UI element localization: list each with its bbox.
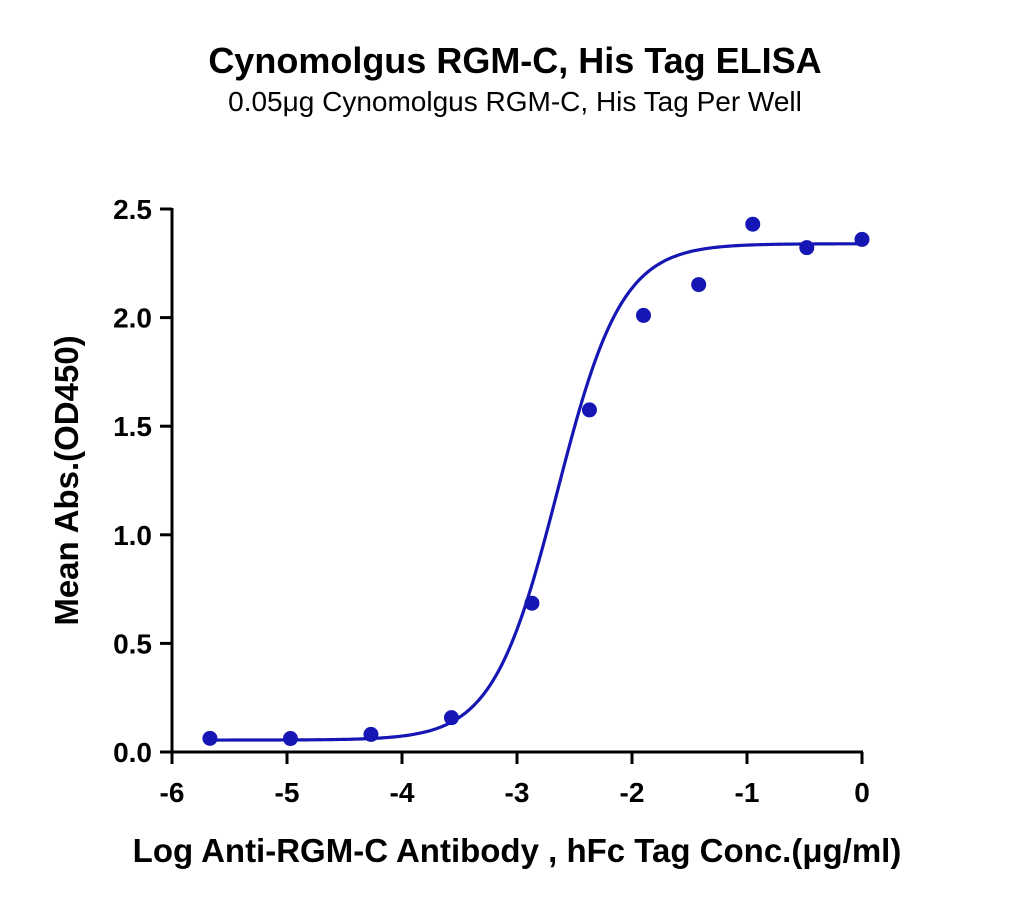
y-axis-label: Mean Abs.(OD450): [48, 335, 85, 625]
x-tick-label: -1: [735, 777, 760, 808]
data-point: [524, 595, 540, 611]
data-point: [636, 307, 651, 323]
data-point: [745, 216, 761, 232]
y-tick-label: 0.0: [113, 737, 152, 768]
y-tick-label: 0.5: [113, 628, 152, 659]
y-tick-label: 1.0: [113, 520, 152, 551]
chart-title: Cynomolgus RGM-C, His Tag ELISA: [208, 40, 822, 81]
data-point: [282, 731, 298, 747]
y-tick-label: 1.5: [113, 411, 152, 442]
x-tick-label: -6: [160, 777, 185, 808]
x-tick-label: 0: [854, 777, 870, 808]
x-tick-label: -2: [620, 777, 645, 808]
data-point: [691, 277, 707, 293]
x-tick-label: -4: [390, 777, 415, 808]
x-axis-label: Log Anti-RGM-C Antibody , hFc Tag Conc.(…: [133, 832, 902, 869]
x-tick-label: -3: [505, 777, 530, 808]
data-point: [854, 231, 870, 247]
y-tick-label: 2.0: [113, 303, 152, 334]
data-point: [799, 240, 815, 256]
fit-curve: [209, 242, 862, 742]
y-tick-label: 2.5: [113, 194, 152, 225]
data-point: [443, 710, 459, 726]
data-point: [581, 402, 597, 418]
x-tick-label: -5: [275, 777, 300, 808]
data-point: [363, 726, 379, 742]
chart-subtitle: 0.05μg Cynomolgus RGM-C, His Tag Per Wel…: [228, 86, 802, 117]
data-point: [202, 730, 218, 746]
